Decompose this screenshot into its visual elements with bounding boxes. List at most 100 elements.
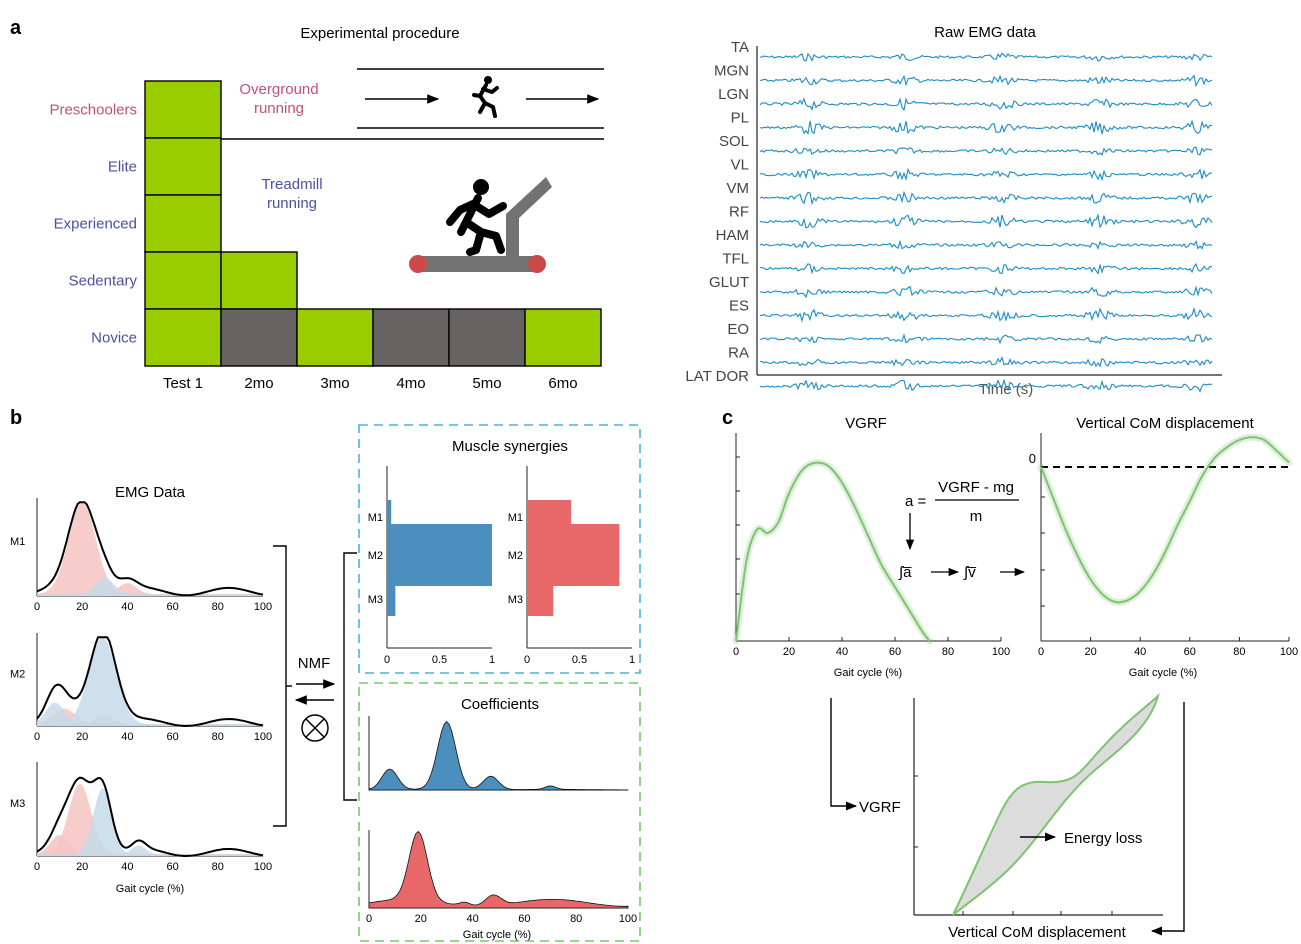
curve-line	[1040, 436, 1290, 604]
overground-label-1: Overground	[239, 81, 318, 98]
muscle-label: TFL	[722, 251, 749, 268]
x-tick-label: 80	[1233, 646, 1245, 658]
emg-trace	[759, 356, 1213, 368]
emg-tick-label: 40	[121, 861, 133, 873]
emg-tick-label: 100	[254, 601, 272, 613]
emg-trace	[759, 239, 1213, 250]
loop-ylabel: VGRF	[859, 799, 901, 816]
timepoint-label: 6mo	[548, 375, 577, 392]
emg-component	[37, 577, 263, 596]
experimental-procedure: Experimental procedure Preschoolers Elite…	[49, 25, 604, 392]
group-label: Elite	[108, 159, 137, 176]
treadmill-icon	[409, 177, 552, 273]
energy-loss-label: Energy loss	[1064, 830, 1142, 847]
emg-tick-label: 40	[121, 731, 133, 743]
timeline-cell	[220, 251, 298, 310]
acceleration-formula: a = VGRF - mg m ∫a̅ ∫v̅	[898, 479, 1026, 581]
emg-trace	[759, 146, 1212, 156]
raw-emg-xlabel: Time (s)	[979, 381, 1033, 398]
synergy-bar	[387, 500, 392, 534]
synergy-bar	[387, 524, 492, 586]
emg-tick-label: 20	[76, 731, 88, 743]
synergies-title: Muscle synergies	[452, 438, 568, 455]
integral-v: ∫v̅	[963, 564, 977, 581]
raw-emg-panel: Raw EMG data Time (s) TA MGN LGN PL SOL VL VM R…	[685, 24, 1222, 398]
x-tick-label: 20	[1084, 646, 1096, 658]
timepoint-label: 4mo	[396, 375, 425, 392]
x-tick-label: 0	[733, 646, 739, 658]
synergy-tick-label: 0.5	[432, 654, 447, 666]
formula-denominator: m	[970, 508, 983, 525]
emg-trace	[759, 285, 1213, 299]
curve-band	[732, 459, 933, 645]
emg-component	[37, 702, 263, 726]
x-tick-label: 60	[1184, 646, 1196, 658]
group-label: Sedentary	[69, 273, 138, 290]
timepoint-label: 2mo	[244, 375, 273, 392]
coefficient-area	[368, 721, 629, 791]
emg-data-title: EMG Data	[115, 484, 186, 501]
timeline-cell	[296, 308, 374, 367]
muscle-label: ES	[729, 298, 749, 315]
emg-row-label: M1	[10, 536, 25, 548]
emg-trace	[759, 333, 1213, 345]
emg-trace	[759, 52, 1213, 63]
panel-c: VGRF Vertical CoM displacement 0 20 40 60 80…	[732, 415, 1298, 941]
emg-trace	[759, 167, 1213, 182]
coef-tick-label: 20	[415, 913, 427, 925]
muscle-label: LAT DOR	[685, 368, 749, 385]
vgrf-xlabel: Gait cycle (%)	[834, 667, 902, 679]
emg-tick-label: 80	[212, 601, 224, 613]
multiply-icon	[301, 714, 329, 742]
timepoint-label: 5mo	[472, 375, 501, 392]
synergies-box	[358, 424, 641, 674]
nmf-label: NMF	[298, 655, 331, 672]
emg-tick-label: 20	[76, 601, 88, 613]
muscle-label: EO	[727, 321, 749, 338]
emg-component	[37, 637, 263, 726]
muscle-label: RA	[728, 345, 749, 362]
synergy-tick-label: 1	[629, 654, 635, 666]
curve-band	[1037, 433, 1293, 606]
emg-tick-label: 100	[254, 731, 272, 743]
timeline-cell	[144, 194, 222, 253]
emg-trace	[759, 74, 1213, 88]
synergy-category-label: M2	[368, 550, 383, 562]
coef-xlabel: Gait cycle (%)	[463, 929, 531, 941]
emg-row-label: M2	[10, 669, 25, 681]
synergy-bar	[527, 524, 620, 586]
muscle-label: RF	[729, 204, 749, 221]
zero-label: 0	[1029, 451, 1036, 466]
muscle-label: SOL	[719, 133, 749, 150]
muscle-label: PL	[731, 110, 749, 127]
muscle-label: VL	[731, 157, 749, 174]
formula-numerator: VGRF - mg	[938, 479, 1014, 496]
emg-component	[37, 788, 263, 856]
synergy-tick-label: 0	[524, 654, 530, 666]
bracket-left	[273, 545, 287, 827]
timeline-cell	[144, 80, 222, 139]
coef-tick-label: 60	[518, 913, 530, 925]
panel-label-b: b	[10, 407, 22, 429]
x-tick-label: 40	[1134, 646, 1146, 658]
energy-loop	[952, 692, 1160, 916]
panel-label-c: c	[722, 407, 733, 429]
timepoint-label: Test 1	[163, 375, 203, 392]
group-label: Experienced	[54, 216, 137, 233]
timeline-cell	[144, 308, 222, 367]
synergy-category-label: M1	[508, 512, 523, 524]
overground-label-2: running	[254, 100, 304, 117]
runner-icon	[472, 76, 499, 118]
synergy-tick-label: 0	[384, 654, 390, 666]
emg-trace	[759, 119, 1213, 136]
treadmill-label-1: Treadmill	[261, 176, 322, 193]
timeline-cell	[144, 137, 222, 196]
emg-row-label: M3	[10, 798, 25, 810]
coef-tick-label: 40	[466, 913, 478, 925]
loop-xlabel: Vertical CoM displacement	[948, 924, 1126, 941]
emg-tick-label: 40	[121, 601, 133, 613]
coefficients-title: Coefficients	[461, 696, 539, 713]
muscle-label: MGN	[714, 63, 749, 80]
synergy-category-label: M3	[368, 594, 383, 606]
